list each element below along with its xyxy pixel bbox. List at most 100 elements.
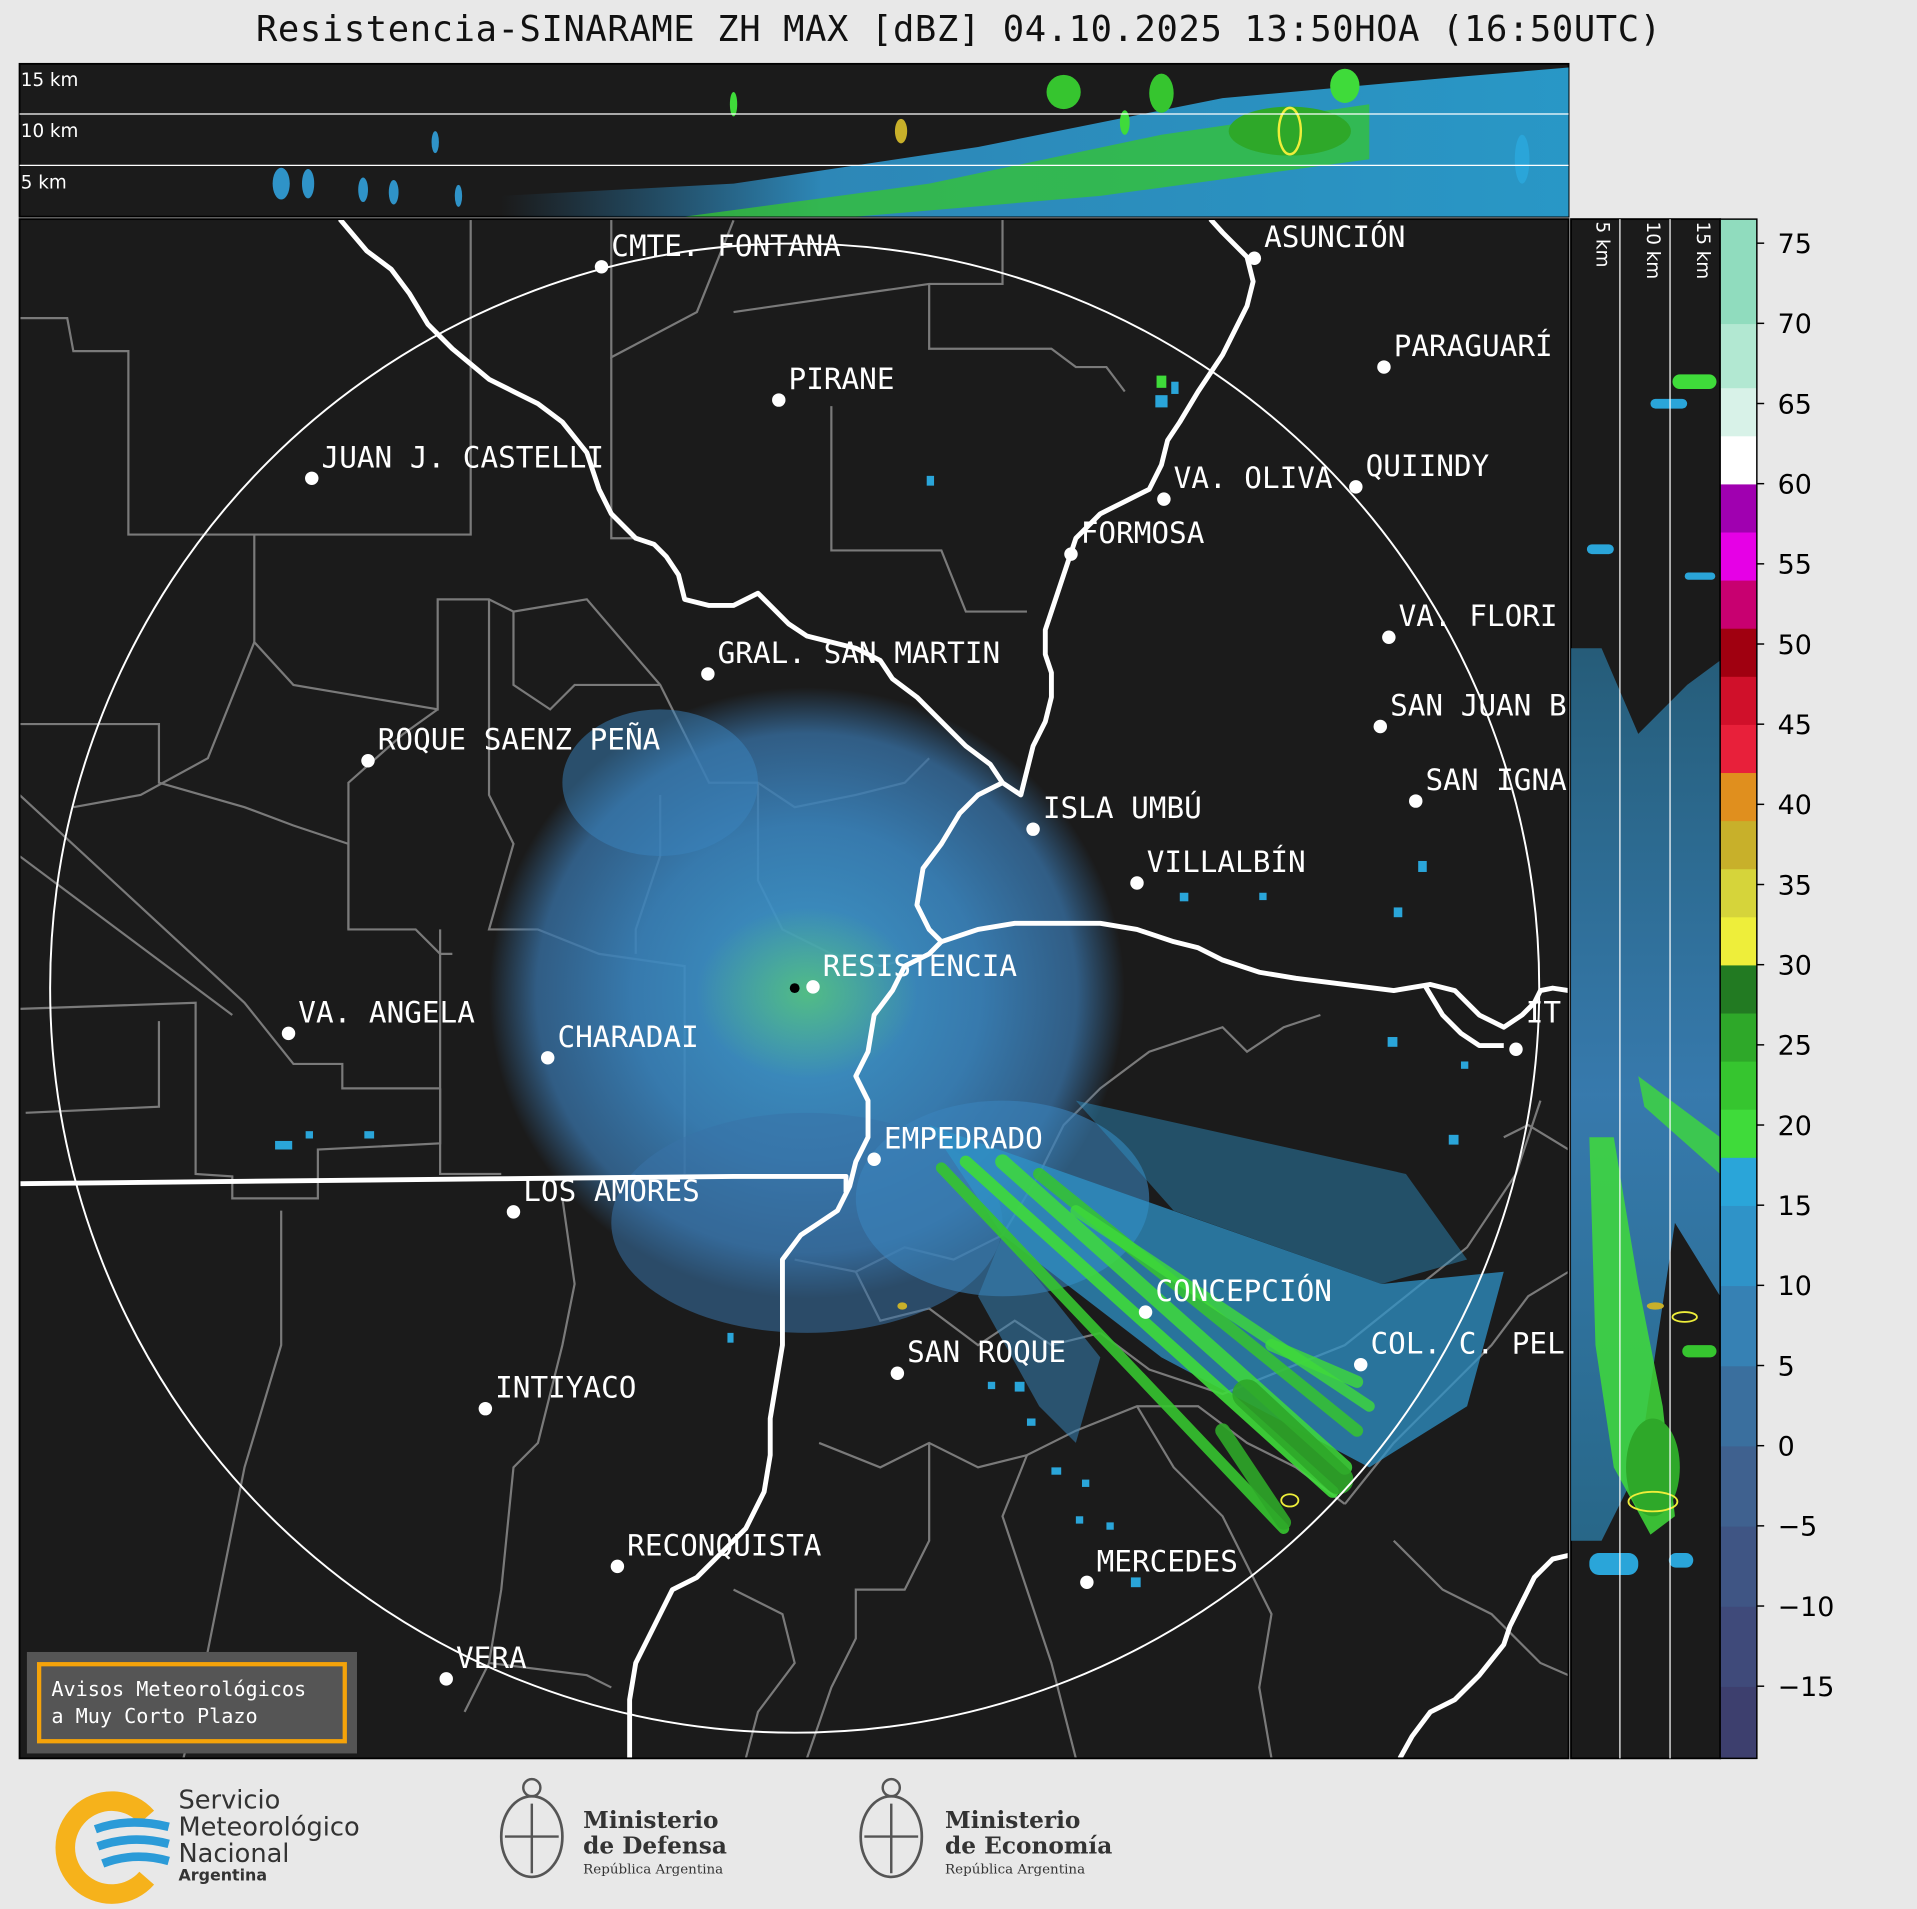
rivers-borders: [19, 219, 1569, 1759]
colorbar-segment-23: [1720, 387, 1757, 437]
colorbar-segment-3: [1720, 1445, 1757, 1527]
city-8: VA. FLORI: [1382, 599, 1558, 644]
city-1: ASUNCIÓN: [1247, 219, 1405, 265]
city-label: VILLALBÍN: [1147, 844, 1306, 879]
city-marker: [1157, 492, 1171, 506]
smn-wave-icon: [93, 1818, 170, 1834]
economia-line-1: Ministerio: [945, 1807, 1080, 1834]
notice-box: Avisos Meteorológicos a Muy Corto Plazo: [26, 1651, 357, 1754]
city-17: CHARADAI: [540, 1020, 699, 1065]
economia-line-3: República Argentina: [945, 1862, 1085, 1877]
city-20: LOS AMORES: [506, 1174, 700, 1219]
colorbar-tick-label: −5: [1778, 1512, 1818, 1543]
city-marker: [1382, 630, 1396, 644]
colorbar-tick-label: 70: [1778, 309, 1812, 340]
city-marker: [1349, 480, 1363, 494]
side-profile-label-15km: 15 km: [1692, 222, 1713, 280]
defensa-logo: Ministerio de Defensa República Argentin…: [499, 1777, 727, 1879]
colorbar-segment-22: [1720, 435, 1757, 485]
colorbar-segment-13: [1720, 868, 1757, 918]
colorbar-segments: [1720, 219, 1757, 1760]
city-24: INTIYACO: [478, 1371, 636, 1416]
coat-of-arms-icon: [499, 1777, 564, 1879]
city-marker: [540, 1051, 555, 1065]
colorbar-segment-15: [1720, 772, 1757, 822]
city-label: MERCEDES: [1097, 1544, 1238, 1578]
defensa-line-2: de Defensa: [583, 1833, 727, 1860]
colorbar-segment-1: [1720, 1606, 1757, 1687]
notice-line-2: a Muy Corto Plazo: [51, 1704, 257, 1728]
colorbar-tick-label: 50: [1778, 630, 1812, 661]
colorbar-segment-17: [1720, 676, 1757, 725]
defensa-line-3: República Argentina: [583, 1862, 723, 1877]
city-2: PIRANE: [772, 362, 895, 407]
colorbar-segment-5: [1720, 1285, 1757, 1367]
city-11: ROQUE SAENZ PEÑA: [361, 722, 661, 768]
city-label: PIRANE: [789, 362, 895, 396]
smn-line-2: Meteorológico: [178, 1812, 359, 1842]
city-marker: [1080, 1575, 1094, 1590]
city-marker: [1247, 251, 1262, 265]
colorbar-tick-label: 25: [1778, 1031, 1812, 1062]
city-label: SAN IGNA: [1426, 763, 1568, 797]
city-0: CMTE. FONTANA: [594, 229, 841, 274]
colorbar-segment-2: [1720, 1525, 1757, 1607]
colorbar-segment-9: [1720, 1060, 1757, 1110]
city-label: CONCEPCIÓN: [1155, 1272, 1332, 1308]
city-14: VILLALBÍN: [1130, 844, 1306, 890]
city-label: IT: [1526, 995, 1561, 1029]
city-label: VA. FLORI: [1399, 599, 1558, 633]
city-label: PARAGUARÍ: [1394, 328, 1553, 363]
smn-sun-icon: [55, 1791, 155, 1904]
colorbar-tick-label: 0: [1778, 1431, 1795, 1462]
city-label: QUIINDY: [1366, 449, 1490, 483]
city-marker: [1354, 1357, 1368, 1372]
city-label: JUAN J. CASTELLI: [322, 440, 605, 474]
colorbar-tick-label: 65: [1778, 389, 1812, 420]
city-label: VA. ANGELA: [298, 995, 475, 1029]
city-marker: [1026, 822, 1040, 836]
city-9: GRAL. SAN MARTIN: [701, 636, 1000, 681]
city-23: SAN ROQUE: [890, 1335, 1066, 1380]
colorbar-segment-18: [1720, 627, 1757, 677]
colorbar-segment-14: [1720, 820, 1757, 870]
city-label: RECONQUISTA: [627, 1528, 822, 1562]
city-marker: [890, 1366, 905, 1380]
city-15: RESISTENCIA: [806, 949, 1017, 994]
colorbar-segment-24: [1720, 323, 1757, 389]
side-profile-label-10km: 10 km: [1642, 222, 1663, 280]
map-panel: CMTE. FONTANA ASUNCIÓN PIRANE PARAGUARÍ JUAN…: [18, 218, 1570, 1760]
city-marker: [806, 980, 820, 994]
smn-line-3: Nacional: [178, 1839, 289, 1869]
city-label: SAN JUAN B: [1390, 688, 1567, 722]
city-label: CMTE. FONTANA: [611, 229, 841, 263]
city-3: PARAGUARÍ: [1377, 328, 1553, 374]
city-marker: [867, 1152, 881, 1167]
colorbar-segment-7: [1720, 1157, 1757, 1206]
colorbar-segment-6: [1720, 1205, 1757, 1287]
city-7: FORMOSA: [1064, 516, 1205, 561]
city-label: ROQUE SAENZ PEÑA: [378, 722, 661, 757]
side-profile-label-5km: 5 km: [1592, 222, 1613, 268]
side-profile-panel: 5 km 10 km 15 km: [1570, 218, 1722, 1760]
scattered-echoes: [275, 381, 1469, 1588]
city-27: VERA: [439, 1641, 527, 1686]
top-profile-echoes: [272, 67, 1569, 217]
colorbar-segment-25: [1720, 219, 1757, 325]
city-marker: [594, 260, 609, 274]
defensa-line-1: Ministerio: [583, 1807, 718, 1834]
colorbar-segment-0: [1720, 1686, 1757, 1760]
city-marker: [1138, 1305, 1153, 1319]
smn-line-1: Servicio: [178, 1785, 280, 1815]
city-marker: [361, 753, 375, 768]
city-12: SAN IGNA: [1409, 763, 1567, 808]
notice-line-1: Avisos Meteorológicos: [51, 1677, 306, 1701]
city-marker: [478, 1401, 493, 1416]
city-marker: [772, 393, 786, 407]
city-label: INTIYACO: [495, 1371, 636, 1405]
city-label: SAN ROQUE: [907, 1335, 1066, 1369]
coat-of-arms-icon: [859, 1777, 924, 1879]
radar-echoes: [275, 375, 1504, 1588]
